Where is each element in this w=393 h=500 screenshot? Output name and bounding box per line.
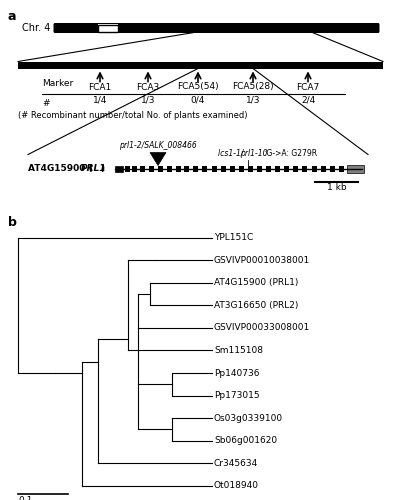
Text: PRL1: PRL1 — [81, 164, 107, 173]
Text: Pp173015: Pp173015 — [214, 391, 260, 400]
Bar — [230, 166, 235, 172]
Bar — [330, 166, 335, 172]
Text: GSVIVP00010038001: GSVIVP00010038001 — [214, 256, 310, 265]
Text: 1 kb: 1 kb — [327, 184, 346, 192]
Bar — [284, 166, 289, 172]
Bar — [248, 166, 253, 172]
Polygon shape — [150, 152, 166, 166]
Bar — [347, 164, 364, 172]
Text: :G->A: G279R: :G->A: G279R — [264, 148, 317, 158]
Text: 2/4: 2/4 — [301, 96, 315, 104]
Bar — [18, 62, 383, 68]
Text: lcs1-1/: lcs1-1/ — [218, 148, 246, 158]
Text: Pp140736: Pp140736 — [214, 368, 259, 378]
Text: FCA5(28): FCA5(28) — [232, 82, 274, 92]
Text: Sb06g001620: Sb06g001620 — [214, 436, 277, 445]
Text: 0/4: 0/4 — [191, 96, 205, 104]
Text: Marker: Marker — [42, 78, 73, 88]
Text: a: a — [8, 10, 17, 23]
Text: AT4G15900 (PRL1): AT4G15900 (PRL1) — [214, 278, 298, 287]
Text: ): ) — [100, 164, 104, 173]
Bar — [193, 166, 198, 172]
Bar — [98, 24, 118, 32]
Text: AT3G16650 (PRL2): AT3G16650 (PRL2) — [214, 301, 298, 310]
Text: (# Recombinant number/total No. of plants examined): (# Recombinant number/total No. of plant… — [18, 110, 248, 120]
Bar — [221, 166, 226, 172]
Bar — [132, 166, 137, 172]
Text: Sm115108: Sm115108 — [214, 346, 263, 355]
Bar — [202, 166, 207, 172]
Text: Ot018940: Ot018940 — [214, 481, 259, 490]
Text: GSVIVP00033008001: GSVIVP00033008001 — [214, 324, 310, 332]
Bar — [140, 166, 145, 172]
Bar — [158, 166, 163, 172]
Bar — [266, 166, 271, 172]
Text: FCA5(54): FCA5(54) — [177, 82, 219, 92]
Text: 1/4: 1/4 — [93, 96, 107, 104]
Bar — [176, 166, 181, 172]
Bar — [339, 166, 344, 172]
Bar — [302, 166, 307, 172]
Text: #: # — [42, 98, 50, 108]
FancyBboxPatch shape — [53, 23, 380, 33]
Bar — [321, 166, 326, 172]
Bar — [212, 166, 217, 172]
Bar — [257, 166, 262, 172]
Text: FCA1: FCA1 — [88, 82, 112, 92]
Bar — [275, 166, 280, 172]
Text: 1/3: 1/3 — [246, 96, 260, 104]
Text: b: b — [8, 216, 17, 230]
Text: Chr. 4: Chr. 4 — [22, 23, 50, 33]
Text: 1/3: 1/3 — [141, 96, 155, 104]
Text: FCA3: FCA3 — [136, 82, 160, 92]
Bar — [167, 166, 172, 172]
Bar — [312, 166, 317, 172]
Text: prl1-10: prl1-10 — [240, 148, 268, 158]
Bar — [239, 166, 244, 172]
Text: Os03g0339100: Os03g0339100 — [214, 414, 283, 422]
Bar — [149, 166, 154, 172]
Bar — [293, 166, 298, 172]
Bar — [184, 166, 189, 172]
Bar — [115, 166, 123, 172]
Text: 0.1: 0.1 — [18, 496, 32, 500]
Bar — [98, 24, 118, 32]
Text: AT4G15900 (: AT4G15900 ( — [28, 164, 93, 173]
Text: FCA7: FCA7 — [296, 82, 320, 92]
Text: prl1-2/SALK_008466: prl1-2/SALK_008466 — [119, 142, 197, 150]
Text: YPL151C: YPL151C — [214, 234, 253, 242]
Bar — [125, 166, 130, 172]
Text: Cr345634: Cr345634 — [214, 458, 258, 468]
